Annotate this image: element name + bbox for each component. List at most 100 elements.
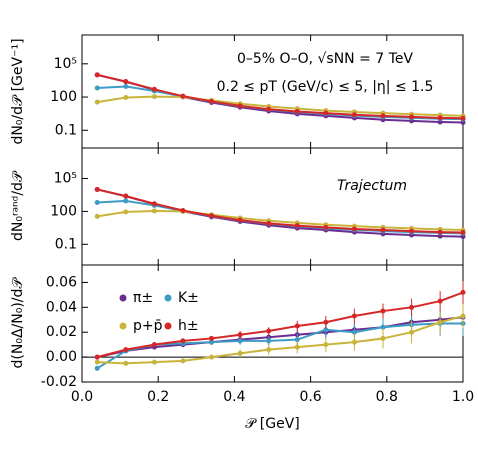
point <box>94 359 100 365</box>
y-axis-label: dN₀/d𝒫 [GeV⁻¹] <box>10 38 26 144</box>
point <box>266 220 272 226</box>
y-tick-label: 100 <box>50 203 77 219</box>
point <box>294 337 300 343</box>
point <box>209 335 215 341</box>
point <box>460 313 466 319</box>
series-line <box>97 95 464 117</box>
point <box>151 94 157 100</box>
point <box>123 83 129 89</box>
point <box>437 319 443 325</box>
y-tick-label: 0.1 <box>55 122 77 138</box>
point <box>237 332 243 338</box>
point <box>294 344 300 350</box>
point <box>237 103 243 109</box>
point <box>409 329 415 335</box>
point <box>323 342 329 348</box>
point <box>123 95 129 101</box>
x-tick-label: 0.6 <box>299 389 321 405</box>
y-tick-label: 10⁵ <box>54 56 77 72</box>
series-line <box>97 316 464 359</box>
point <box>380 335 386 341</box>
point <box>323 110 329 116</box>
y-axis-label: d(N₀ᐃ/N₀)/d𝒫 <box>10 277 26 369</box>
point <box>94 85 100 91</box>
point <box>94 186 100 192</box>
point <box>237 338 243 344</box>
point <box>460 229 466 235</box>
point <box>323 327 329 333</box>
point <box>209 354 215 360</box>
point <box>237 217 243 223</box>
point <box>151 86 157 92</box>
series-line <box>96 291 464 359</box>
y-tick-label: 0.06 <box>46 274 77 290</box>
point <box>323 224 329 230</box>
point <box>237 350 243 356</box>
point <box>209 98 215 104</box>
x-tick-label: 1.0 <box>452 389 474 405</box>
annotation: 0.2 ≤ pT (GeV/c) ≤ 5, |η| ≤ 1.5 <box>217 79 434 95</box>
point <box>266 338 272 344</box>
point <box>180 208 186 214</box>
point <box>409 228 415 234</box>
point <box>94 199 100 205</box>
y-tick-label: 0.04 <box>46 299 77 315</box>
point <box>266 347 272 353</box>
legend-label: p+p̄ <box>133 318 163 334</box>
point <box>460 115 466 121</box>
x-tick-label: 0.4 <box>223 389 245 405</box>
point <box>209 339 215 345</box>
annotation: Trajectum <box>337 178 407 194</box>
point <box>351 313 357 319</box>
point <box>180 93 186 99</box>
point <box>351 226 357 232</box>
point <box>123 209 129 215</box>
point <box>351 339 357 345</box>
legend-marker <box>164 294 172 302</box>
legend-marker <box>119 294 127 302</box>
legend-marker <box>119 322 127 330</box>
point <box>380 227 386 233</box>
legend-label: π± <box>133 290 153 306</box>
series-line <box>97 209 464 232</box>
series-line <box>97 188 464 238</box>
point <box>123 193 129 199</box>
point <box>151 208 157 214</box>
point <box>460 289 466 295</box>
y-tick-label: 10⁵ <box>54 170 77 186</box>
point <box>351 112 357 118</box>
point <box>323 319 329 325</box>
point <box>294 108 300 114</box>
point <box>94 354 100 360</box>
point <box>180 358 186 364</box>
point <box>123 198 129 204</box>
point <box>123 347 129 353</box>
x-tick-label: 0.8 <box>376 389 398 405</box>
point <box>294 223 300 229</box>
y-tick-label: -0.02 <box>41 374 77 390</box>
point <box>94 72 100 78</box>
series-line <box>97 315 464 365</box>
point <box>123 360 129 366</box>
point <box>409 304 415 310</box>
point <box>94 213 100 219</box>
point <box>266 328 272 334</box>
point <box>351 329 357 335</box>
point <box>151 201 157 207</box>
point <box>409 114 415 120</box>
x-tick-label: 0.2 <box>147 389 169 405</box>
point <box>437 229 443 235</box>
y-tick-label: 100 <box>50 89 77 105</box>
point <box>180 338 186 344</box>
point <box>380 113 386 119</box>
point <box>380 308 386 314</box>
x-axis-label: 𝒫 [GeV] <box>245 416 300 432</box>
point <box>94 365 100 371</box>
series-line <box>97 73 464 120</box>
y-tick-label: 0.00 <box>46 349 77 365</box>
point <box>151 342 157 348</box>
point <box>437 298 443 304</box>
point <box>380 324 386 330</box>
annotation: 0–5% O–O, √sNN = 7 TeV <box>237 51 413 67</box>
